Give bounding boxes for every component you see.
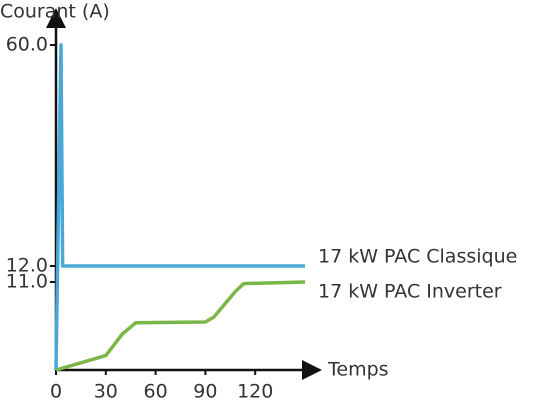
y-tick-label: 12.0 (6, 255, 48, 277)
x-tick-label: 120 (237, 381, 273, 402)
x-tick-label: 0 (50, 381, 62, 402)
y-tick-label: 11.0 (6, 271, 48, 293)
series-line (54, 43, 305, 371)
x-tick-label: 30 (94, 381, 118, 402)
legend-label: 17 kW PAC Inverter (318, 281, 502, 303)
x-tick-label: 60 (144, 381, 168, 402)
series-line (55, 280, 306, 372)
y-tick-label: 60.0 (6, 34, 48, 56)
legend-label: 17 kW PAC Classique (318, 246, 517, 268)
y-axis-label: Courant (A) (0, 1, 110, 23)
x-axis-label: Temps (327, 359, 389, 381)
x-tick-label: 90 (193, 381, 217, 402)
